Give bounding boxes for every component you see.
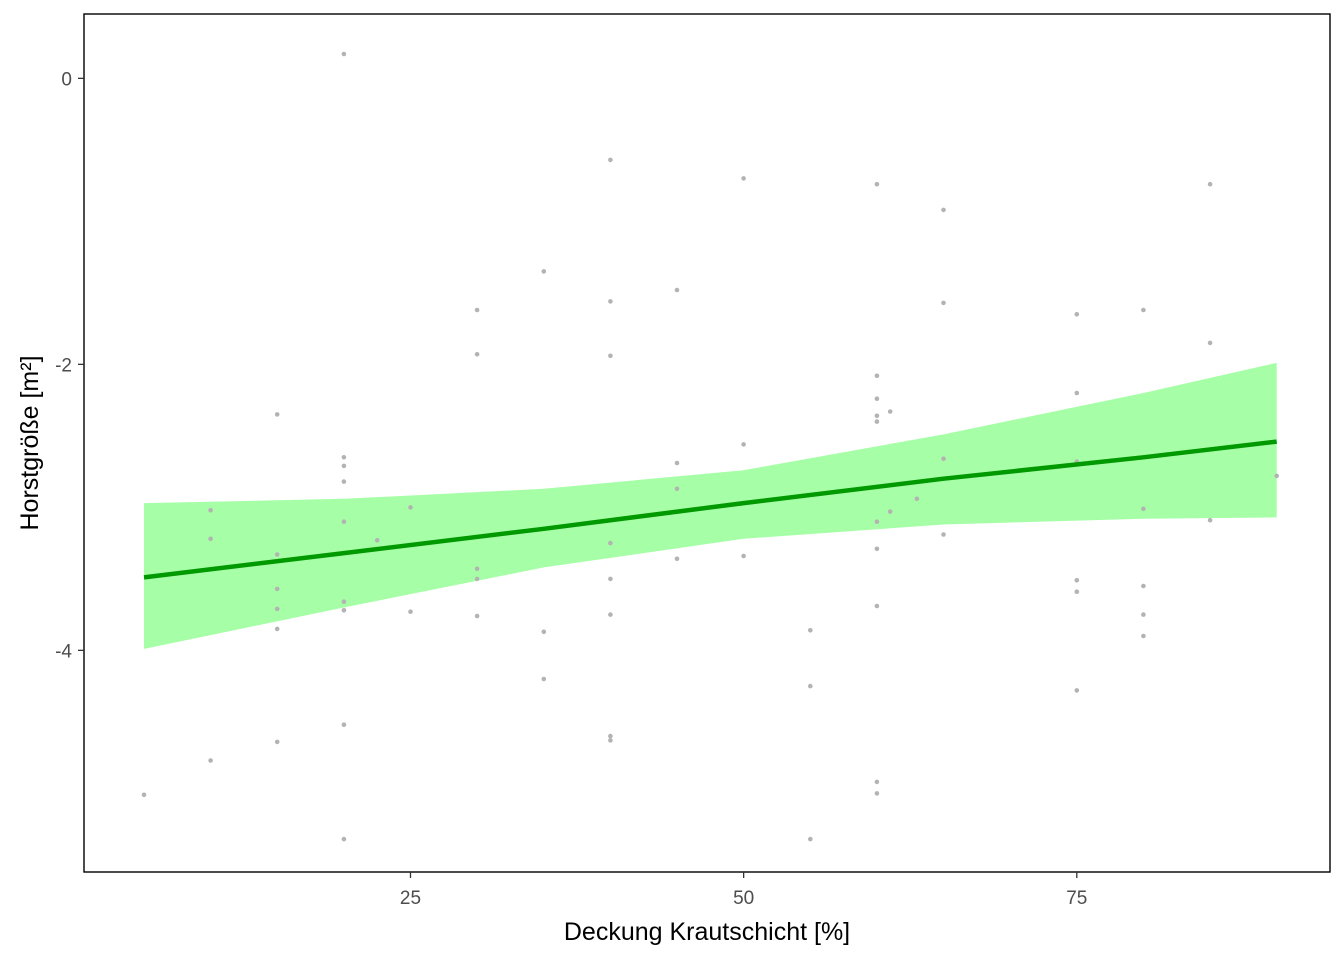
data-point xyxy=(874,546,880,552)
y-tick-label: -4 xyxy=(55,641,72,662)
data-point xyxy=(208,758,213,763)
data-point xyxy=(1141,506,1146,512)
data-point xyxy=(208,536,213,542)
data-point xyxy=(341,479,347,484)
data-point xyxy=(341,836,347,842)
data-point xyxy=(474,307,480,313)
data-point xyxy=(274,586,280,592)
data-point xyxy=(874,519,880,524)
data-point xyxy=(608,738,613,743)
data-point xyxy=(808,836,813,842)
x-tick-label: 50 xyxy=(733,888,754,909)
x-tick-label: 25 xyxy=(400,888,421,909)
data-point xyxy=(674,287,680,293)
data-point xyxy=(608,353,613,359)
data-point xyxy=(274,606,280,612)
data-point xyxy=(608,157,613,163)
y-tick-label: 0 xyxy=(61,69,72,90)
data-point xyxy=(341,51,347,57)
data-point xyxy=(341,599,347,604)
data-point xyxy=(674,556,680,562)
x-tick-label: 75 xyxy=(1066,888,1087,909)
data-point xyxy=(1274,473,1279,479)
data-point xyxy=(914,496,920,502)
data-point xyxy=(874,373,880,379)
panel-border xyxy=(83,13,1331,873)
data-point xyxy=(941,207,946,213)
data-point xyxy=(608,733,613,739)
data-point xyxy=(474,352,480,357)
data-point xyxy=(808,683,813,689)
data-point xyxy=(541,629,547,635)
data-point xyxy=(874,181,880,187)
data-point xyxy=(1074,688,1080,693)
data-point xyxy=(341,455,347,460)
data-point xyxy=(1207,517,1213,523)
data-point xyxy=(1207,340,1213,346)
fit-line-layer xyxy=(143,439,1277,580)
data-point xyxy=(874,779,880,785)
data-point xyxy=(1074,390,1080,396)
data-point xyxy=(808,628,813,633)
data-point xyxy=(874,791,880,796)
data-point xyxy=(1141,307,1146,313)
data-point xyxy=(887,509,893,514)
data-point xyxy=(1074,312,1080,317)
y-tick-label: -2 xyxy=(55,355,72,376)
data-point xyxy=(874,396,880,402)
data-point xyxy=(408,505,413,510)
data-point xyxy=(608,299,613,304)
data-point xyxy=(741,553,746,559)
y-axis-title: Horstgröße [m²] xyxy=(16,355,44,530)
data-point xyxy=(1074,589,1080,594)
data-point xyxy=(141,792,147,798)
fit-line xyxy=(143,439,1277,580)
data-point xyxy=(474,613,480,619)
data-point xyxy=(274,412,280,417)
data-point xyxy=(874,413,880,419)
data-point xyxy=(608,576,613,582)
data-point xyxy=(274,552,280,557)
data-point xyxy=(408,609,413,614)
data-point xyxy=(1141,612,1146,617)
data-point xyxy=(608,612,613,617)
data-point xyxy=(474,566,480,572)
data-point xyxy=(887,409,893,414)
x-axis-title: Deckung Krautschicht [%] xyxy=(564,918,850,946)
data-point xyxy=(374,537,380,543)
data-point xyxy=(541,676,547,682)
data-point xyxy=(341,722,347,727)
data-point xyxy=(1141,583,1146,589)
data-point xyxy=(674,460,680,466)
data-point xyxy=(874,603,880,609)
data-point xyxy=(274,626,280,632)
data-point xyxy=(274,739,280,745)
data-point xyxy=(941,300,946,306)
data-point xyxy=(341,463,347,469)
data-point xyxy=(1207,181,1213,187)
data-point xyxy=(741,176,746,181)
data-point xyxy=(208,507,213,513)
data-point xyxy=(741,442,746,447)
axis-layer: 25 50 75 0 -2 -4 xyxy=(55,69,1087,909)
data-point xyxy=(941,532,946,537)
data-point xyxy=(1074,578,1080,583)
data-point xyxy=(874,419,880,424)
data-point xyxy=(474,576,480,582)
data-point xyxy=(541,269,547,274)
points-layer xyxy=(141,51,1279,842)
data-point xyxy=(674,486,680,492)
data-point xyxy=(941,456,946,462)
data-point xyxy=(608,540,613,546)
data-point xyxy=(341,608,347,613)
data-point xyxy=(341,519,347,524)
data-point xyxy=(1141,633,1146,639)
